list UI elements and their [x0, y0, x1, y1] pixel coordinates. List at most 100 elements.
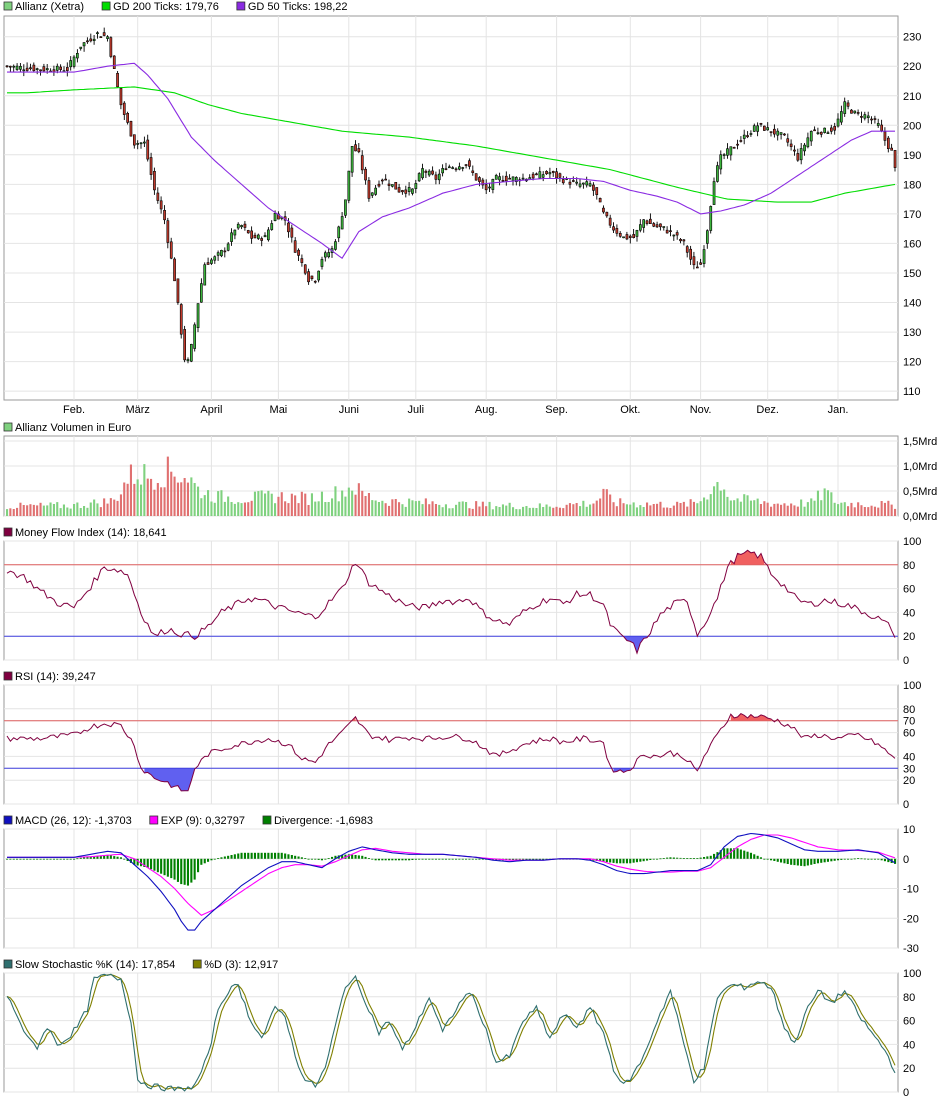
volume-bar: [253, 491, 256, 516]
divergence-bar: [99, 855, 102, 859]
volume-bar: [850, 502, 853, 516]
candle-body: [300, 258, 304, 263]
volume-bar: [66, 507, 69, 516]
oversold-fill: [144, 768, 195, 791]
volume-bar: [585, 506, 588, 516]
volume-bar: [250, 500, 253, 516]
volume-bar: [294, 495, 297, 516]
volume-bar: [6, 509, 9, 516]
divergence-bar: [96, 855, 99, 859]
volume-bar: [716, 482, 719, 516]
divergence-bar: [632, 858, 635, 863]
volume-bar: [719, 490, 722, 516]
candle-body: [511, 176, 515, 181]
divergence-bar: [542, 858, 545, 860]
volume-bar: [160, 487, 163, 516]
divergence-bar: [42, 858, 45, 860]
volume-bar: [786, 505, 789, 516]
volume-bar: [505, 505, 508, 516]
volume-bar: [538, 503, 541, 516]
candle-body: [746, 135, 749, 138]
candle-body: [200, 283, 203, 303]
divergence-bar: [599, 858, 602, 862]
candle-body: [772, 128, 776, 135]
candle-body: [823, 127, 826, 133]
volume-bar: [109, 498, 112, 516]
candle-body: [548, 172, 552, 175]
divergence-bar: [468, 858, 471, 860]
divergence-bar: [867, 858, 870, 860]
candle-body: [652, 223, 656, 227]
candle-body: [695, 266, 699, 269]
volume-bar: [773, 503, 776, 516]
divergence-bar: [589, 858, 592, 861]
divergence-bar: [367, 858, 370, 859]
divergence-bar: [76, 858, 79, 860]
candle-body: [685, 246, 689, 253]
volume-bar: [733, 500, 736, 516]
divergence-bar: [253, 852, 256, 859]
volume-bar: [649, 505, 652, 516]
candle-body: [89, 38, 93, 42]
volume-bar: [545, 504, 548, 516]
price-panel: [3, 15, 899, 401]
candle-body: [752, 125, 756, 132]
candle-body: [390, 184, 394, 187]
volume-bar: [672, 505, 675, 516]
candle-body: [890, 147, 893, 151]
candle-body: [119, 87, 123, 106]
candle-body: [642, 219, 645, 228]
volume-bar: [220, 490, 223, 516]
divergence-bar: [424, 858, 427, 860]
legend-label: GD 200 Ticks: 179,76: [113, 1, 219, 13]
volume-bar: [126, 483, 129, 516]
volume-bar: [314, 501, 317, 516]
divergence-bar: [629, 858, 632, 864]
volume-bar: [270, 493, 273, 516]
y-tick-label: 140: [903, 298, 921, 310]
volume-bar: [465, 502, 468, 516]
candle-body: [434, 174, 438, 180]
candle-body: [22, 69, 26, 72]
volume-bar: [300, 491, 303, 516]
candle-body: [55, 65, 59, 71]
divergence-bar: [883, 858, 886, 862]
candle-body: [722, 154, 726, 156]
volume-bar: [646, 502, 649, 516]
volume-bar: [676, 501, 679, 516]
divergence-bar: [388, 858, 391, 861]
candle-body: [796, 153, 800, 161]
divergence-bar: [847, 858, 850, 860]
legend-swatch: [236, 1, 246, 11]
legend-label: EXP (9): 0,32797: [161, 815, 245, 827]
volume-bar: [635, 507, 638, 516]
candle-body: [535, 173, 538, 176]
candle-body: [873, 118, 877, 120]
volume-bar: [565, 504, 568, 516]
candle-body: [622, 236, 625, 239]
legend-swatch: [3, 671, 13, 681]
oscillator-panel: [3, 972, 899, 1093]
divergence-bar: [401, 858, 404, 861]
candle-body: [447, 166, 451, 169]
volume-bar: [146, 478, 149, 516]
divergence-bar: [662, 858, 665, 859]
y-tick-label: 150: [903, 268, 921, 280]
volume-bar: [589, 504, 592, 516]
candle-body: [675, 232, 679, 236]
candle-body: [468, 160, 471, 167]
volume-bar: [93, 499, 96, 516]
legend-label: MACD (26, 12): -1,3703: [15, 815, 132, 827]
volume-bar: [883, 502, 886, 516]
divergence-bar: [237, 853, 240, 859]
candle-body: [762, 125, 766, 131]
divergence-bar: [250, 852, 253, 859]
volume-bar: [290, 493, 293, 516]
divergence-bar: [790, 858, 793, 865]
volume-bar: [709, 494, 712, 516]
candle-body: [471, 170, 475, 173]
candle-body: [883, 131, 887, 141]
volume-bar: [870, 505, 873, 516]
divergence-bar: [331, 856, 334, 859]
candle-body: [585, 181, 589, 186]
